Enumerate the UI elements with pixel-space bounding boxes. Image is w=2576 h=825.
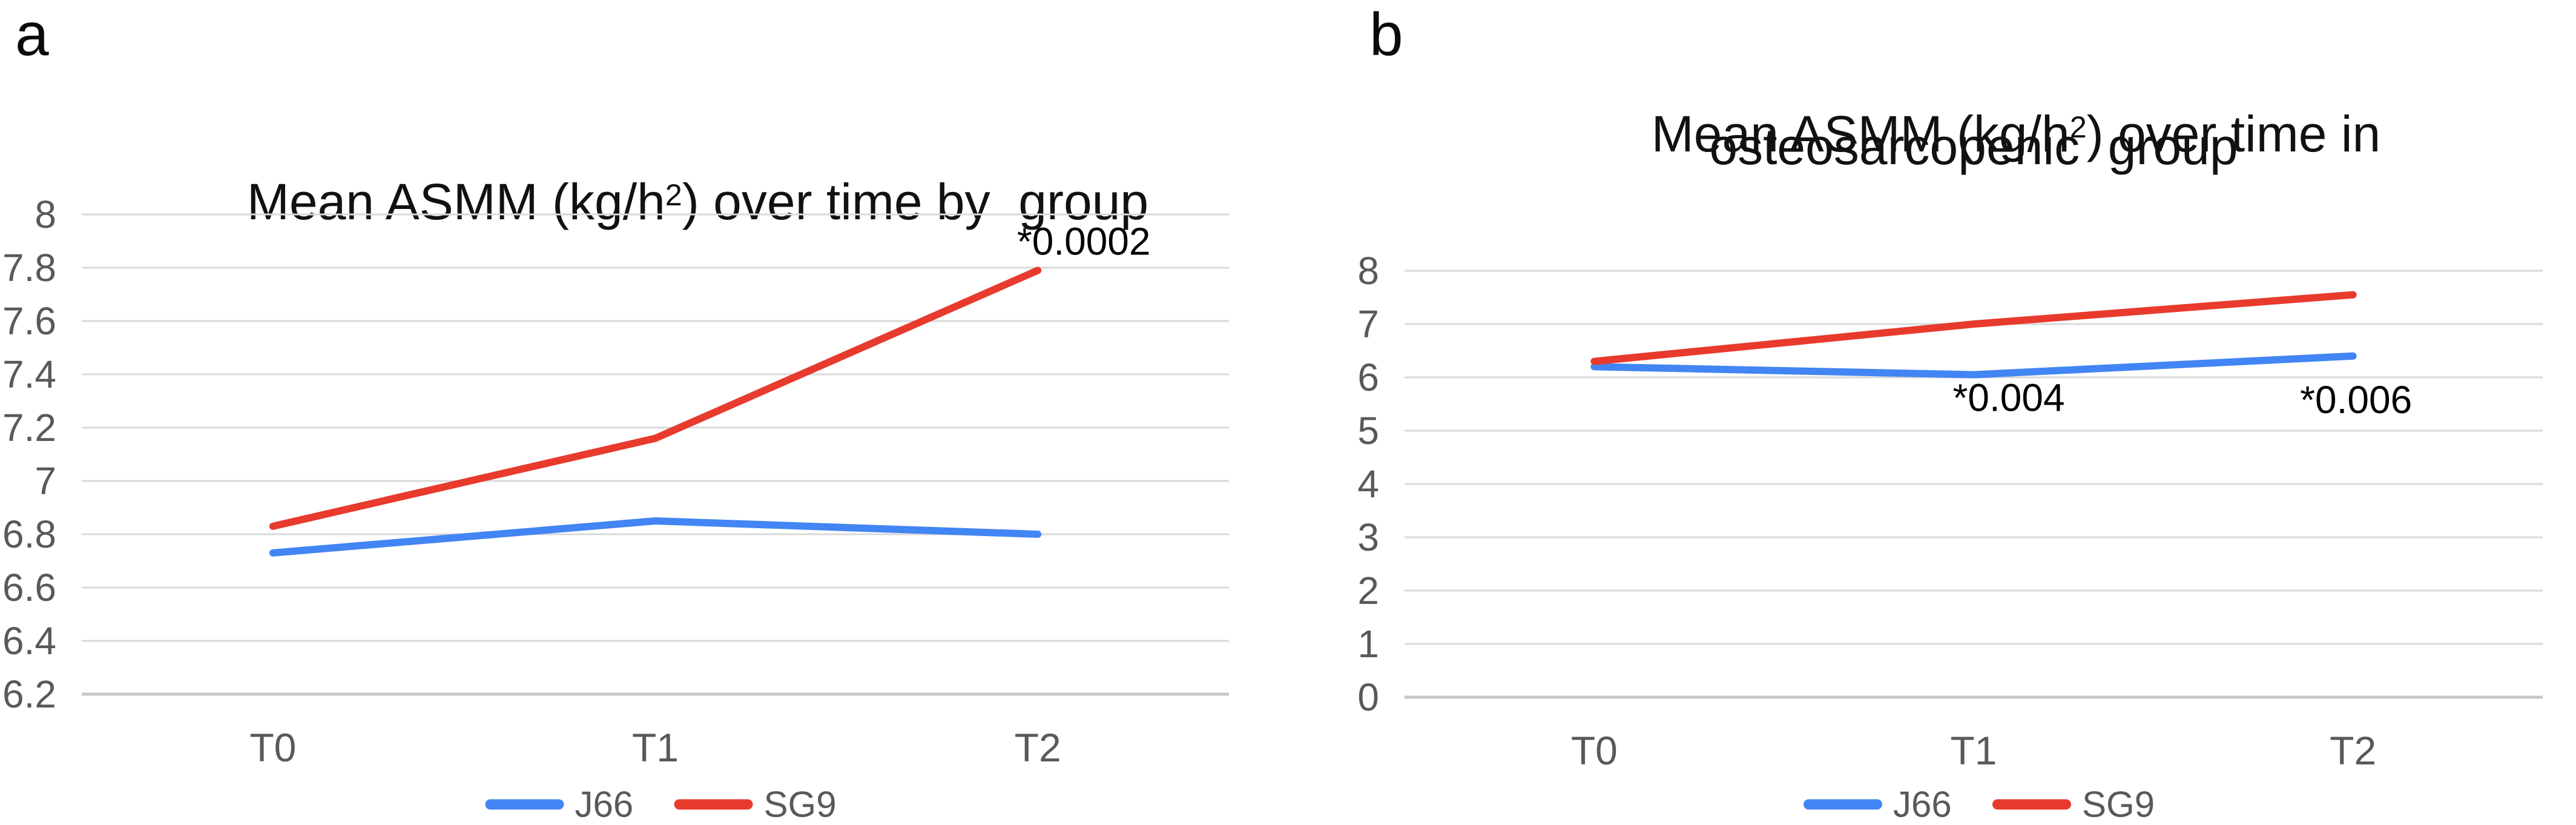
panel-a-legend-swatch-sg9 xyxy=(674,799,753,810)
panel-b-x-category-label: T0 xyxy=(1571,728,1618,773)
panel-b-y-tick-label: 0 xyxy=(1357,675,1379,719)
panel-b-annotation-0006: *0.006 xyxy=(2300,378,2412,422)
panel-b-y-tick-label: 7 xyxy=(1357,302,1379,346)
panel-b-y-tick-label: 8 xyxy=(1357,249,1379,293)
panel-a-x-category-label: T0 xyxy=(249,725,296,770)
panel-a-y-tick-label: 7.2 xyxy=(2,406,56,449)
panel-a-letter: a xyxy=(15,1,49,68)
panel-a-y-tick-label: 6.4 xyxy=(2,619,56,663)
panel-a-y-tick-label: 6.8 xyxy=(2,512,56,556)
panel-a-legend-label-sg9: SG9 xyxy=(764,784,837,825)
panel-a-legend-swatch-j66 xyxy=(485,799,564,810)
panel-a-y-tick-label: 8 xyxy=(35,193,56,236)
panel-b-x-category-label: T2 xyxy=(2330,728,2376,773)
panel-a-series-line-j66 xyxy=(269,517,1042,557)
panel-b-title-line1: Mean ASMM (kg/h2) over time in xyxy=(1405,46,2543,222)
panel-a-title-text-tail: ) over time by group xyxy=(682,173,1149,230)
panel-b-x-category-label: T1 xyxy=(1950,728,1997,773)
panel-a-legend-label-j66: J66 xyxy=(575,784,634,825)
panel-b-y-tick-label: 6 xyxy=(1357,356,1379,399)
panel-a-title: Mean ASMM (kg/h2) over time by group xyxy=(82,114,1229,290)
panel-a-y-tick-label: 7.4 xyxy=(2,353,56,396)
panel-a-title-text: Mean ASMM (kg/h xyxy=(246,173,665,230)
panel-b-legend-swatch-j66 xyxy=(1804,799,1882,810)
panel-b-series-line-sg9 xyxy=(1590,291,2357,365)
panel-b-title-superscript: 2 xyxy=(2069,109,2087,144)
panel-a-y-tick-label: 6.6 xyxy=(2,566,56,609)
panel-b-y-tick-label: 3 xyxy=(1357,515,1379,559)
panel-a-y-tick-label: 7 xyxy=(35,459,56,503)
panel-b-annotation-0004: *0.004 xyxy=(1952,376,2064,420)
panel-b-letter: b xyxy=(1369,1,1403,68)
panel-a-y-tick-label: 7.6 xyxy=(2,299,56,343)
panel-a-x-category-label: T2 xyxy=(1015,725,1061,770)
panel-a-annotation-00002: *0.0002 xyxy=(1017,219,1151,263)
panel-b-y-tick-label: 4 xyxy=(1357,462,1379,506)
panel-b-y-tick-label: 2 xyxy=(1357,569,1379,612)
panel-a-y-tick-label: 7.8 xyxy=(2,246,56,290)
panel-a-series-line-sg9 xyxy=(269,267,1042,530)
panel-b-title-text-tail: ) over time in xyxy=(2086,105,2381,162)
panel-a-y-tick-label: 6.2 xyxy=(2,672,56,716)
panel-a-x-category-label: T1 xyxy=(632,725,679,770)
panel-b-legend-label-sg9: SG9 xyxy=(2082,784,2155,825)
panel-b-title-line2: osteosarcopenic group xyxy=(1709,118,2238,175)
panel-b-title-text: Mean ASMM (kg/h xyxy=(1651,105,2070,162)
panel-b-series-line-j66 xyxy=(1590,352,2357,379)
panel-b-y-tick-label: 1 xyxy=(1357,622,1379,666)
panel-b-legend-swatch-sg9 xyxy=(1992,799,2071,810)
panel-b-legend-label-j66: J66 xyxy=(1893,784,1952,825)
panel-a-title-superscript: 2 xyxy=(665,177,682,212)
panel-b-y-tick-label: 5 xyxy=(1357,409,1379,452)
